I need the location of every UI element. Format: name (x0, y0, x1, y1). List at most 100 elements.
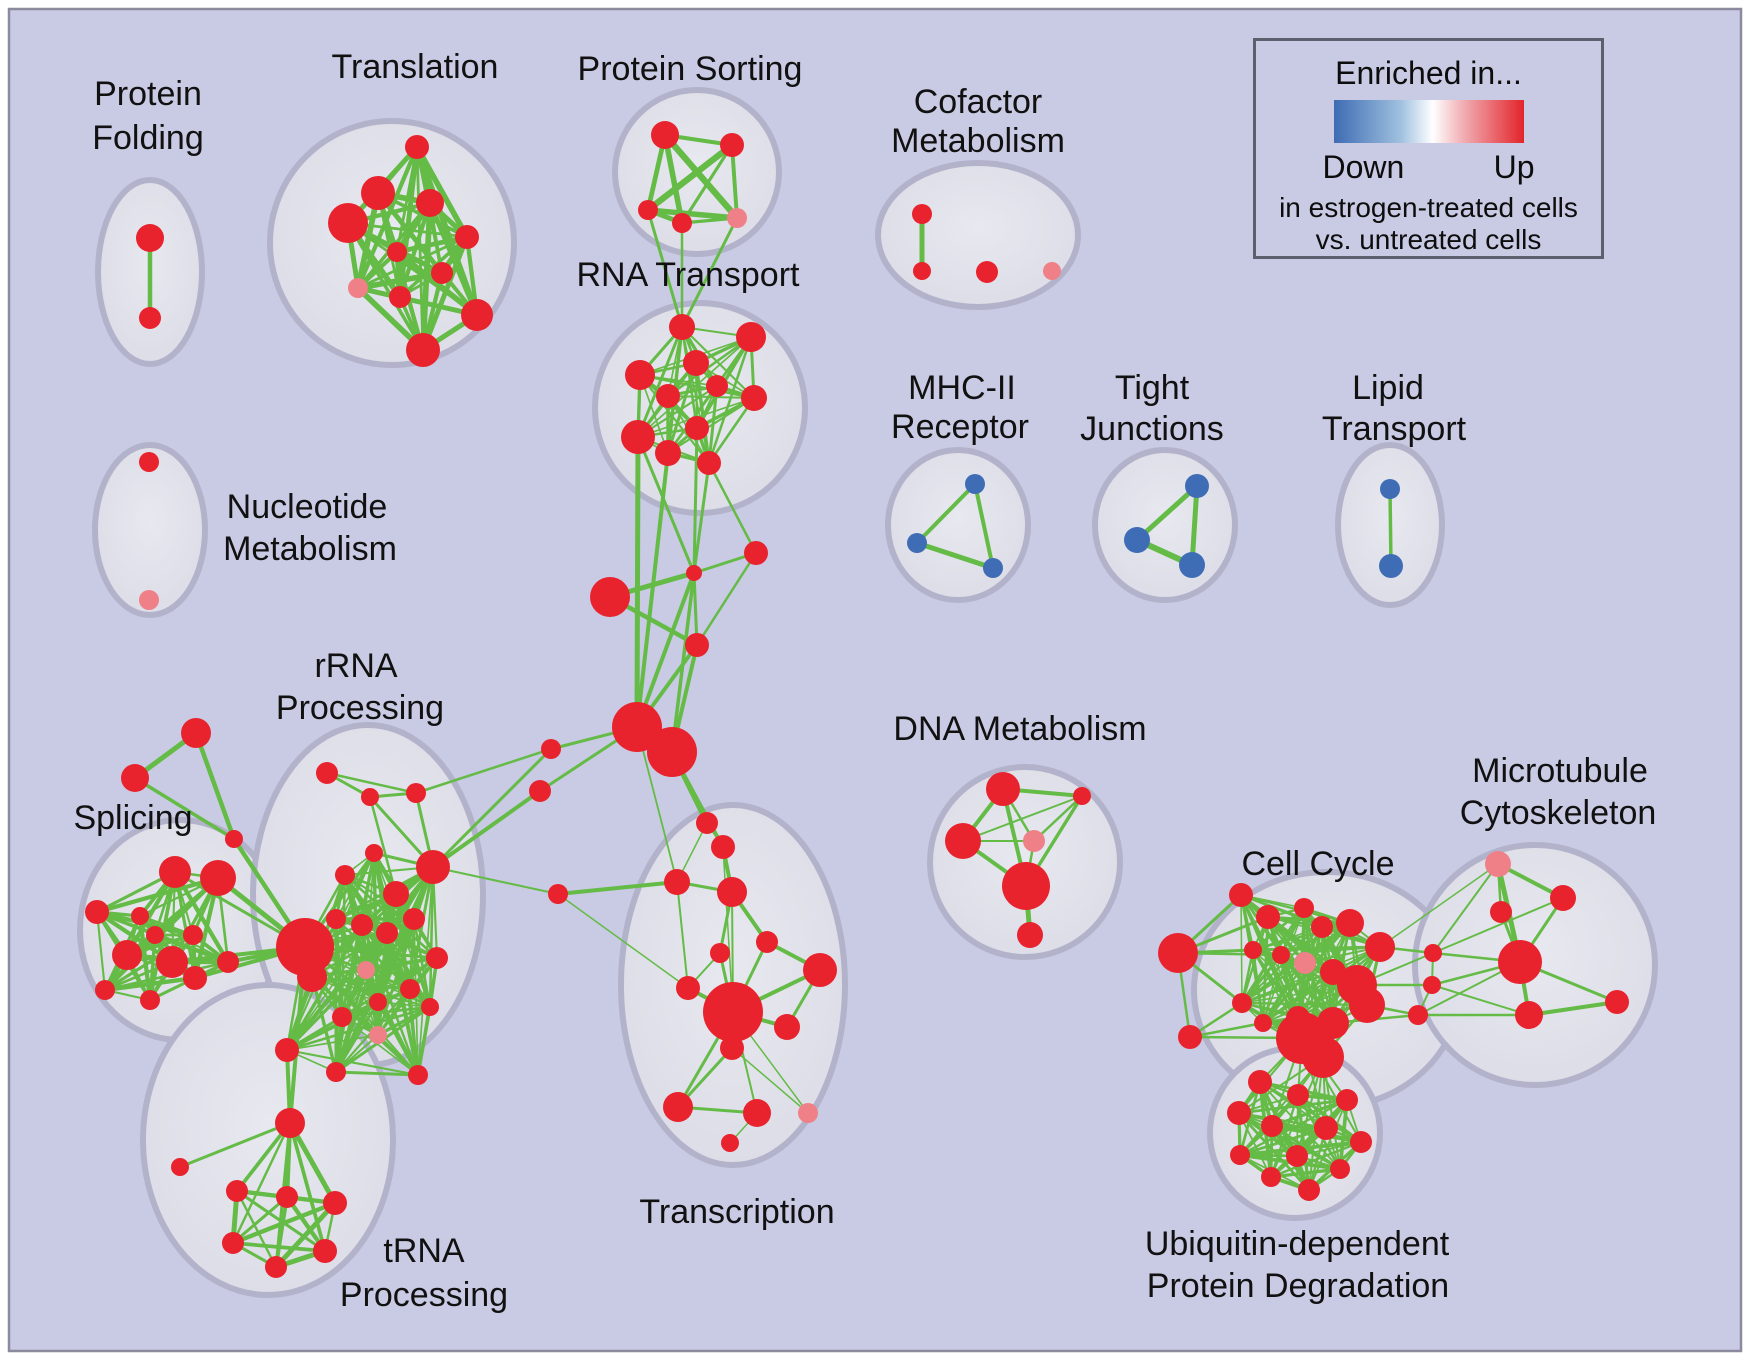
gene-set-node-trna-6[interactable] (265, 1256, 287, 1278)
gene-set-node-cell_cycle-18[interactable] (1302, 1036, 1344, 1078)
gene-set-node-connectors-10[interactable] (529, 780, 551, 802)
gene-set-node-rrna-9[interactable] (376, 922, 398, 944)
gene-set-node-tight_junctions-1[interactable] (1124, 527, 1150, 553)
gene-set-node-splicing-0[interactable] (159, 856, 191, 888)
gene-set-node-ubiquitin-2[interactable] (1336, 1089, 1358, 1111)
gene-set-node-connectors-5[interactable] (744, 541, 768, 565)
gene-set-node-rrna-15[interactable] (332, 1007, 352, 1027)
gene-set-node-cell_cycle-9[interactable] (1294, 952, 1316, 974)
gene-set-node-rna_transport-0[interactable] (669, 314, 695, 340)
gene-set-node-transcription-4[interactable] (548, 884, 568, 904)
gene-set-node-tight_junctions-0[interactable] (1185, 474, 1209, 498)
gene-set-node-translation-4[interactable] (455, 225, 479, 249)
gene-set-node-connectors-4[interactable] (686, 565, 702, 581)
gene-set-node-trna-4[interactable] (323, 1191, 347, 1215)
gene-set-node-cell_cycle-19[interactable] (1178, 1025, 1202, 1049)
gene-set-node-rrna-10[interactable] (403, 908, 425, 930)
gene-set-node-splicing-2[interactable] (85, 900, 109, 924)
gene-set-node-cell_cycle-5[interactable] (1336, 909, 1364, 937)
gene-set-node-microtubule-8[interactable] (1408, 1005, 1428, 1025)
gene-set-node-nucleotide-1[interactable] (139, 590, 159, 610)
gene-set-node-translation-2[interactable] (416, 189, 444, 217)
gene-set-node-rna_transport-9[interactable] (655, 440, 681, 466)
gene-set-node-rrna-4[interactable] (365, 844, 383, 862)
gene-set-node-splicing-4[interactable] (112, 940, 142, 970)
gene-set-node-splicing-10[interactable] (183, 925, 203, 945)
gene-set-node-ubiquitin-4[interactable] (1261, 1115, 1283, 1137)
gene-set-node-trna-2[interactable] (226, 1180, 248, 1202)
gene-set-node-splicing-7[interactable] (183, 966, 207, 990)
gene-set-node-tight_junctions-2[interactable] (1179, 552, 1205, 578)
gene-set-node-rna_transport-2[interactable] (683, 350, 709, 376)
gene-set-node-microtubule-4[interactable] (1515, 1001, 1543, 1029)
gene-set-node-connectors-2[interactable] (225, 830, 243, 848)
gene-set-node-microtubule-1[interactable] (1550, 885, 1576, 911)
gene-set-node-transcription-3[interactable] (717, 877, 747, 907)
gene-set-node-transcription-15[interactable] (721, 1134, 739, 1152)
gene-set-node-transcription-14[interactable] (798, 1103, 818, 1123)
gene-set-node-translation-8[interactable] (389, 286, 411, 308)
gene-set-node-transcription-11[interactable] (720, 1036, 744, 1060)
gene-set-node-rna_transport-7[interactable] (685, 416, 709, 440)
gene-set-node-ubiquitin-7[interactable] (1230, 1145, 1250, 1165)
gene-set-node-cell_cycle-6[interactable] (1365, 932, 1395, 962)
gene-set-node-connectors-7[interactable] (612, 702, 662, 752)
gene-set-node-lipid_transport-1[interactable] (1379, 554, 1403, 578)
gene-set-node-rna_transport-8[interactable] (621, 420, 655, 454)
gene-set-node-rna_transport-3[interactable] (625, 360, 655, 390)
gene-set-node-mhc_receptor-1[interactable] (907, 533, 927, 553)
gene-set-node-microtubule-6[interactable] (1424, 944, 1442, 962)
gene-set-node-connectors-0[interactable] (181, 718, 211, 748)
gene-set-node-ubiquitin-3[interactable] (1227, 1101, 1251, 1125)
gene-set-node-nucleotide-0[interactable] (139, 452, 159, 472)
gene-set-node-protein_sorting-3[interactable] (672, 213, 692, 233)
gene-set-node-rna_transport-6[interactable] (741, 385, 767, 411)
gene-set-node-transcription-9[interactable] (703, 982, 763, 1042)
gene-set-node-rna_transport-4[interactable] (706, 375, 728, 397)
gene-set-node-rna_transport-5[interactable] (656, 384, 680, 408)
gene-set-node-connectors-1[interactable] (121, 764, 149, 792)
gene-set-node-cofactor-3[interactable] (1043, 262, 1061, 280)
gene-set-node-rrna-12[interactable] (357, 961, 375, 979)
gene-set-node-translation-9[interactable] (461, 299, 493, 331)
gene-set-node-trna-3[interactable] (276, 1186, 298, 1208)
gene-set-node-connectors-9[interactable] (541, 739, 561, 759)
gene-set-node-dna_metabolism-2[interactable] (945, 823, 981, 859)
gene-set-node-dna_metabolism-0[interactable] (986, 772, 1020, 806)
gene-set-node-transcription-8[interactable] (803, 953, 837, 987)
gene-set-node-ubiquitin-0[interactable] (1248, 1070, 1272, 1094)
gene-set-node-transcription-10[interactable] (774, 1014, 800, 1040)
gene-set-node-protein_folding-1[interactable] (139, 307, 161, 329)
gene-set-node-trna-7[interactable] (313, 1239, 337, 1263)
gene-set-node-transcription-1[interactable] (711, 835, 735, 859)
gene-set-node-splicing-8[interactable] (140, 990, 160, 1010)
gene-set-node-protein_sorting-4[interactable] (727, 208, 747, 228)
gene-set-node-transcription-6[interactable] (710, 943, 730, 963)
gene-set-node-lipid_transport-0[interactable] (1380, 479, 1400, 499)
gene-set-node-connectors-3[interactable] (590, 577, 630, 617)
gene-set-node-rrna-6[interactable] (383, 881, 409, 907)
gene-set-node-connectors-8[interactable] (647, 727, 697, 777)
gene-set-node-protein_sorting-2[interactable] (638, 200, 658, 220)
gene-set-node-rna_transport-1[interactable] (736, 322, 766, 352)
gene-set-node-translation-5[interactable] (387, 242, 407, 262)
gene-set-node-microtubule-7[interactable] (1423, 976, 1441, 994)
gene-set-node-transcription-0[interactable] (696, 812, 718, 834)
gene-set-node-dna_metabolism-5[interactable] (1017, 922, 1043, 948)
gene-set-node-rrna-14[interactable] (369, 993, 387, 1011)
gene-set-node-translation-3[interactable] (328, 203, 368, 243)
gene-set-node-splicing-9[interactable] (217, 951, 239, 973)
gene-set-node-rrna-16[interactable] (369, 1026, 387, 1044)
gene-set-node-rrna-21[interactable] (276, 918, 334, 976)
gene-set-node-rrna-2[interactable] (406, 783, 426, 803)
gene-set-node-microtubule-3[interactable] (1498, 940, 1542, 984)
gene-set-node-dna_metabolism-1[interactable] (1073, 787, 1091, 805)
gene-set-node-protein_sorting-0[interactable] (651, 121, 679, 149)
gene-set-node-mhc_receptor-0[interactable] (965, 474, 985, 494)
gene-set-node-translation-10[interactable] (406, 333, 440, 367)
gene-set-node-translation-7[interactable] (348, 278, 368, 298)
gene-set-node-cell_cycle-8[interactable] (1272, 946, 1290, 964)
gene-set-node-translation-1[interactable] (361, 176, 395, 210)
gene-set-node-microtubule-2[interactable] (1490, 901, 1512, 923)
gene-set-node-trna-5[interactable] (222, 1232, 244, 1254)
